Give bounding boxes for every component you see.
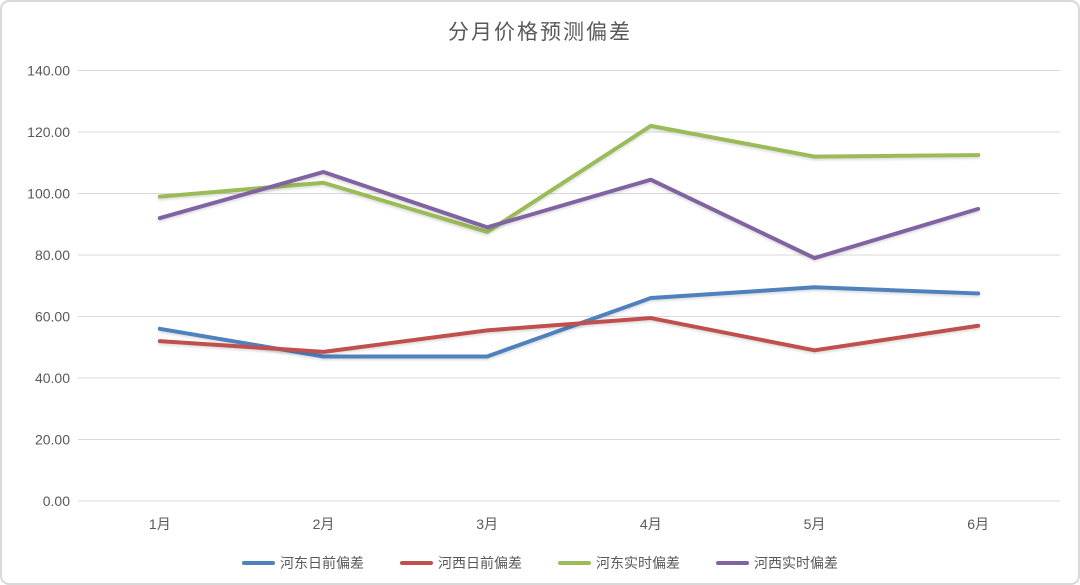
y-axis-tick-label: 60.00 xyxy=(35,309,70,325)
y-axis-tick-label: 80.00 xyxy=(35,247,70,263)
legend-label: 河东实时偏差 xyxy=(596,555,680,571)
x-axis-tick-label: 6月 xyxy=(967,516,989,532)
y-axis-tick-label: 40.00 xyxy=(35,370,70,386)
x-axis-tick-label: 2月 xyxy=(313,516,335,532)
y-axis-tick-label: 120.00 xyxy=(27,124,70,140)
chart-title: 分月价格预测偏差 xyxy=(448,21,632,44)
x-axis-tick-label: 5月 xyxy=(804,516,826,532)
series-line-3 xyxy=(157,169,981,261)
chart-legend: 河东日前偏差 河西日前偏差 河东实时偏差 河西实时偏差 xyxy=(2,553,1078,573)
x-axis-tick-label: 3月 xyxy=(476,516,498,532)
series-line-1 xyxy=(157,316,981,354)
legend-swatch-icon xyxy=(400,561,433,565)
y-axis-tick-label: 140.00 xyxy=(27,63,70,79)
legend-label: 河东日前偏差 xyxy=(280,555,364,571)
legend-swatch-icon xyxy=(558,561,591,565)
legend-label: 河西日前偏差 xyxy=(438,555,522,571)
legend-item-3[interactable]: 河西实时偏差 xyxy=(716,553,838,573)
series-line-2 xyxy=(157,123,981,234)
x-axis-tick-label: 4月 xyxy=(640,516,662,532)
legend-item-0[interactable]: 河东日前偏差 xyxy=(242,553,364,573)
y-axis-tick-label: 0.00 xyxy=(43,493,70,509)
legend-swatch-icon xyxy=(242,561,275,565)
x-axis-tick-label: 1月 xyxy=(149,516,171,532)
legend-item-1[interactable]: 河西日前偏差 xyxy=(400,553,522,573)
legend-label: 河西实时偏差 xyxy=(754,555,838,571)
legend-swatch-icon xyxy=(716,561,749,565)
legend-item-2[interactable]: 河东实时偏差 xyxy=(558,553,680,573)
y-axis-tick-label: 20.00 xyxy=(35,432,70,448)
y-axis-tick-label: 100.00 xyxy=(27,186,70,202)
